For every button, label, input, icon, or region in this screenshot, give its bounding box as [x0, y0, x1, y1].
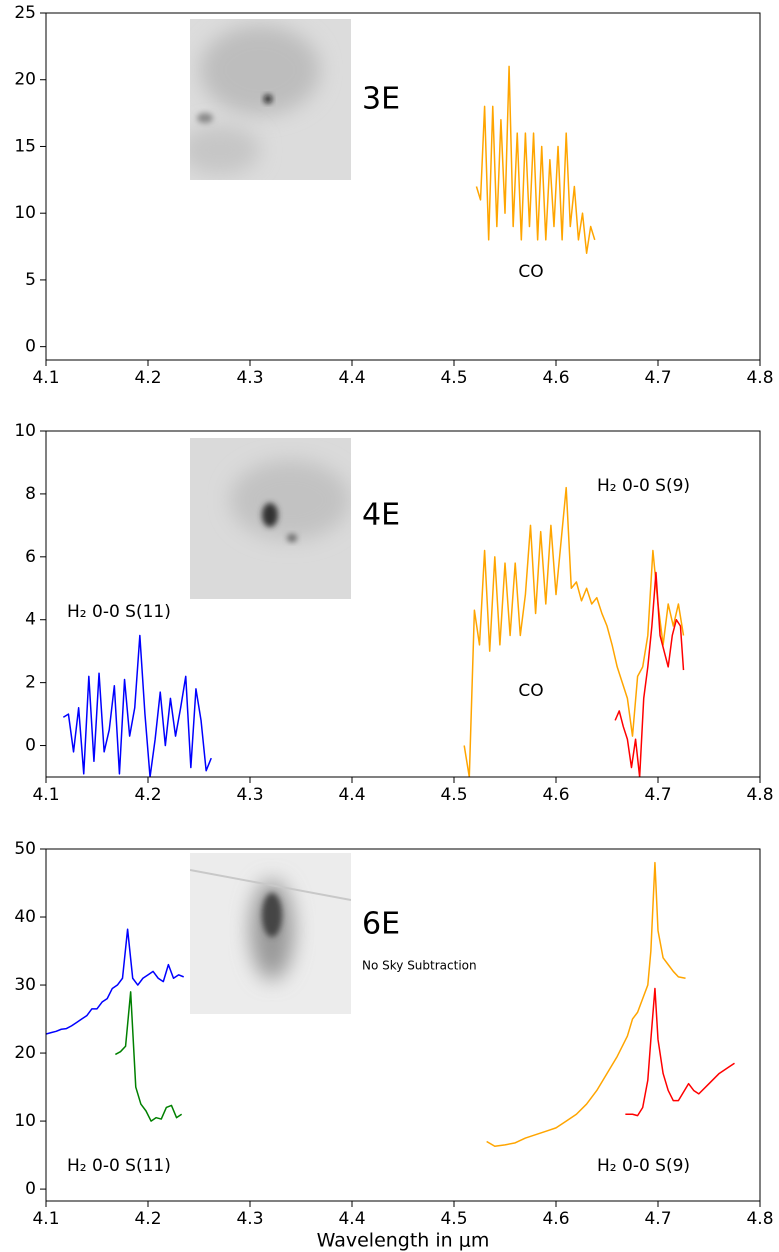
x-tick-label: 4.7: [644, 1209, 671, 1229]
x-tick-label: 4.7: [644, 368, 671, 388]
x-tick-label: 4.3: [236, 785, 263, 805]
y-tick-label: 15: [14, 136, 36, 156]
axes-frame: [45, 848, 761, 1202]
x-tick-label: 4.1: [32, 1209, 59, 1229]
x-tick-label: 4.4: [338, 368, 365, 388]
x-tick-label: 4.3: [236, 368, 263, 388]
y-tick-label: 8: [25, 484, 36, 504]
y-tick-label: 6: [25, 547, 36, 567]
x-tick-label: 4.6: [542, 1209, 569, 1229]
x-tick-label: 4.5: [440, 1209, 467, 1229]
x-tick-label: 4.2: [134, 785, 161, 805]
spectrum-line: [62, 634, 212, 777]
annotation: H₂ 0-0 S(11): [67, 602, 171, 622]
annotation: No Sky Subtraction: [362, 959, 477, 973]
axes-frame: [45, 12, 761, 361]
annotation: 3E: [362, 82, 400, 117]
annotation: 6E: [362, 907, 400, 942]
x-tick-label: 4.5: [440, 368, 467, 388]
y-tick-label: 4: [25, 610, 36, 630]
annotation: H₂ 0-0 S(9): [597, 1156, 690, 1176]
y-tick-label: 2: [25, 673, 36, 693]
x-tick-label: 4.6: [542, 368, 569, 388]
x-axis-label: Wavelength in μm: [317, 1230, 490, 1252]
y-tick-label: 5: [25, 270, 36, 290]
y-tick-label: 0: [25, 337, 36, 357]
spectrum-line: [625, 987, 735, 1117]
y-tick-label: 40: [14, 907, 36, 927]
y-tick-label: 20: [14, 70, 36, 90]
annotation: H₂ 0-0 S(9): [597, 476, 690, 496]
x-tick-label: 4.6: [542, 785, 569, 805]
y-tick-label: 25: [14, 3, 36, 23]
x-tick-label: 4.1: [32, 785, 59, 805]
spectrum-line: [115, 991, 183, 1122]
x-tick-label: 4.4: [338, 785, 365, 805]
y-tick-label: 10: [14, 1111, 36, 1131]
x-tick-label: 4.5: [440, 785, 467, 805]
annotation: CO: [518, 262, 543, 282]
spectrum-line: [486, 861, 686, 1147]
x-tick-label: 4.4: [338, 1209, 365, 1229]
x-tick-label: 4.2: [134, 368, 161, 388]
y-tick-label: 10: [14, 421, 36, 441]
inset-image: [190, 853, 351, 1014]
spectrum-line: [614, 571, 685, 777]
axes-frame: [45, 430, 761, 778]
x-tick-label: 4.7: [644, 785, 671, 805]
x-tick-label: 4.3: [236, 1209, 263, 1229]
annotation: 4E: [362, 498, 400, 533]
spectrum-line: [475, 65, 596, 254]
y-tick-label: 20: [14, 1043, 36, 1063]
x-tick-label: 4.8: [746, 368, 773, 388]
x-tick-label: 4.8: [746, 785, 773, 805]
inset-image: [190, 438, 351, 599]
y-tick-label: 0: [25, 1179, 36, 1199]
annotation: H₂ 0-0 S(11): [67, 1156, 171, 1176]
y-tick-label: 0: [25, 736, 36, 756]
x-tick-label: 4.2: [134, 1209, 161, 1229]
inset-image: [190, 19, 351, 180]
spectrum-line: [46, 928, 184, 1035]
y-tick-label: 10: [14, 203, 36, 223]
y-tick-label: 30: [14, 975, 36, 995]
x-tick-label: 4.8: [746, 1209, 773, 1229]
spectrum-line: [463, 486, 685, 777]
annotation: CO: [518, 681, 543, 701]
y-tick-label: 50: [14, 839, 36, 859]
x-tick-label: 4.1: [32, 368, 59, 388]
